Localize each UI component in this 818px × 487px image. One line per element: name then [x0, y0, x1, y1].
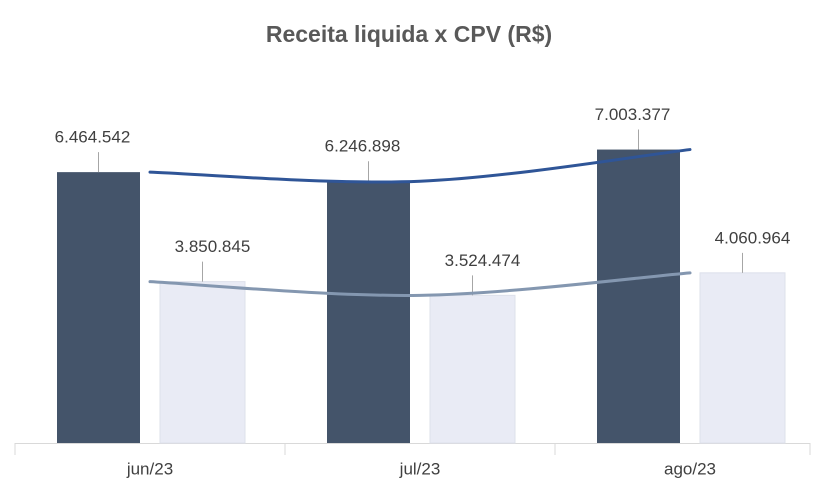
bar	[57, 172, 140, 444]
x-tick-label: jul/23	[399, 459, 441, 478]
data-label: 6.464.542	[55, 128, 131, 147]
x-tick-label: ago/23	[664, 459, 716, 478]
x-tick-label: jun/23	[126, 459, 173, 478]
data-label: 3.524.474	[445, 251, 521, 270]
data-label: 4.060.964	[715, 228, 791, 247]
data-label: 6.246.898	[325, 137, 401, 156]
data-label: 3.850.845	[175, 237, 251, 256]
bar	[429, 294, 516, 444]
data-label: 7.003.377	[595, 105, 671, 124]
trend-line	[148, 271, 692, 297]
bar	[159, 281, 246, 444]
chart-title: Receita liquida x CPV (R$)	[266, 21, 552, 47]
bar	[327, 181, 410, 443]
bar	[597, 149, 680, 443]
bar	[699, 272, 786, 444]
trend-line	[148, 148, 692, 184]
